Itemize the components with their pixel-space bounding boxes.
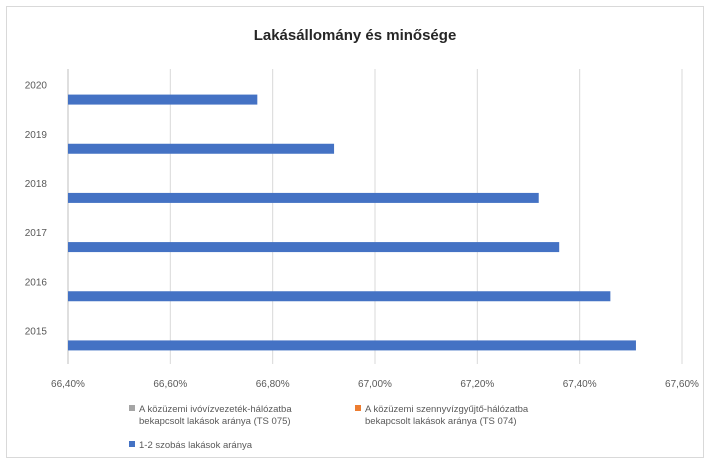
bar-2018 <box>68 192 539 203</box>
x-tick-label-1: 66,60% <box>153 379 187 390</box>
legend-entry-1: A közüzemi szennyvízgyűjtő-hálózatba bek… <box>355 404 555 428</box>
chart-frame: Lakásállomány és minősége 66,40% 66,60% 66… <box>6 6 704 458</box>
x-tick-label-3: 67,00% <box>358 379 392 390</box>
y-tick-label-2015: 2015 <box>25 326 48 337</box>
bar-2019 <box>68 143 335 154</box>
legend-label-0: A közüzemi ivóvízvezeték-hálózatba bekap… <box>139 404 292 427</box>
y-tick-label-2016: 2016 <box>25 277 48 288</box>
x-tick-label-0: 66,40% <box>51 379 85 390</box>
y-tick-label-2017: 2017 <box>25 228 48 239</box>
x-tick-label-6: 67,60% <box>665 379 699 390</box>
bar-2015 <box>68 340 636 351</box>
legend-swatch-1 <box>355 405 361 411</box>
legend-swatch-0 <box>129 405 135 411</box>
bar-2017 <box>68 242 560 253</box>
y-tick-label-2019: 2019 <box>25 130 48 141</box>
legend-label-1: A közüzemi szennyvízgyűjtő-hálózatba bek… <box>365 404 529 427</box>
y-tick-label-2020: 2020 <box>25 81 48 92</box>
x-tick-label-5: 67,40% <box>563 379 597 390</box>
y-tick-label-2018: 2018 <box>25 179 48 190</box>
legend-entry-2: 1-2 szobás lakások aránya <box>129 440 329 452</box>
bar-2016 <box>68 291 611 302</box>
bar-2020 <box>68 94 258 105</box>
bar-chart-plot: 66,40% 66,60% 66,80% 67,00% 67,20% 67,40% 67,6… <box>25 69 699 390</box>
chart-title: Lakásállomány és minősége <box>253 27 457 44</box>
x-tick-label-2: 66,80% <box>256 379 290 390</box>
legend-swatch-2 <box>129 441 135 447</box>
legend-entry-0: A közüzemi ivóvízvezeték-hálózatba bekap… <box>129 404 309 428</box>
legend-label-2: 1-2 szobás lakások aránya <box>139 440 253 451</box>
x-tick-label-4: 67,20% <box>460 379 494 390</box>
